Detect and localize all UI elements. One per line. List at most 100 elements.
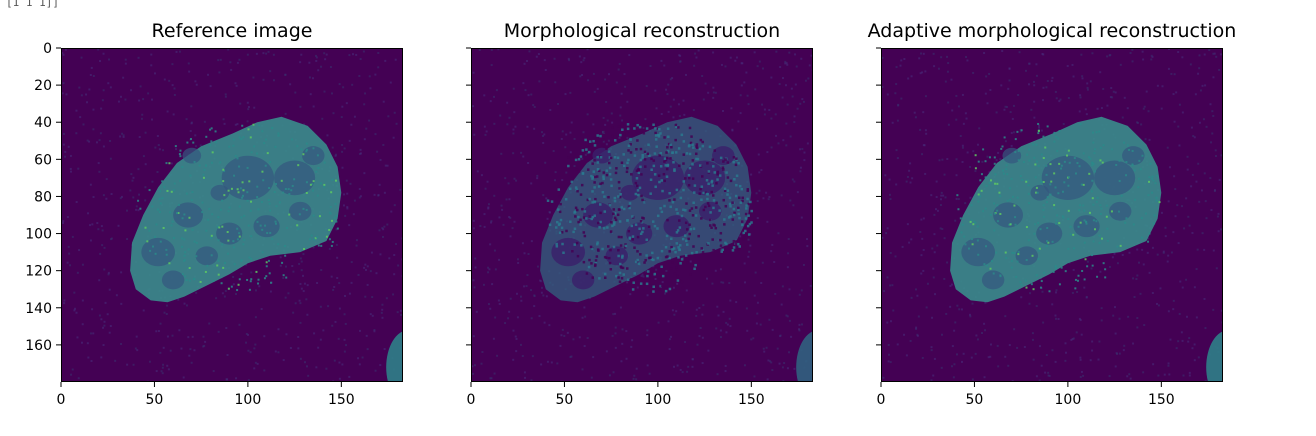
noise-pixel — [687, 365, 690, 368]
noise-pixel — [1211, 132, 1214, 135]
nucleus-speckle — [1014, 216, 1017, 219]
x-tick-label: 0 — [467, 392, 476, 408]
nucleus-speckle — [585, 148, 588, 151]
nucleus-speckle — [139, 207, 142, 210]
nucleus-speckle — [639, 220, 643, 223]
nucleus-speckle — [184, 229, 187, 232]
noise-pixel — [284, 296, 287, 299]
noise-pixel — [92, 128, 95, 131]
nucleus-speckle — [1073, 157, 1076, 160]
noise-pixel — [380, 311, 383, 314]
nucleus-speckle — [645, 282, 649, 286]
nucleus-speckle — [580, 183, 584, 187]
nucleus-speckle — [581, 149, 585, 152]
nucleus-speckle — [1045, 201, 1048, 204]
nucleus-speckle — [205, 229, 208, 232]
nucleus-dark-region — [274, 160, 316, 196]
noise-pixel — [1186, 168, 1189, 171]
noise-pixel — [1041, 52, 1044, 55]
noise-pixel — [528, 50, 531, 53]
nucleus-speckle — [1030, 283, 1033, 286]
nucleus-speckle — [1033, 156, 1036, 159]
nucleus-speckle — [1008, 187, 1011, 190]
nucleus-speckle — [248, 180, 251, 183]
noise-pixel — [940, 366, 943, 369]
noise-pixel — [719, 248, 722, 251]
nucleus-speckle — [627, 144, 631, 147]
noise-pixel — [665, 269, 668, 272]
noise-pixel — [120, 195, 123, 198]
nucleus-speckle — [1039, 228, 1042, 231]
noise-pixel — [786, 266, 789, 269]
nucleus-speckle — [1099, 146, 1102, 149]
nucleus-speckle — [582, 231, 586, 234]
nucleus-speckle — [325, 235, 328, 238]
nucleus-speckle — [275, 183, 278, 186]
noise-pixel — [142, 155, 145, 158]
noise-pixel — [1129, 52, 1132, 55]
noise-pixel — [612, 313, 615, 316]
noise-pixel — [671, 77, 674, 80]
noise-pixel — [940, 56, 943, 59]
nucleus-speckle — [721, 248, 724, 252]
noise-pixel — [253, 367, 256, 370]
noise-pixel — [312, 246, 315, 249]
nucleus-speckle — [747, 233, 751, 236]
x-tick-label: 50 — [966, 392, 984, 408]
nucleus-speckle — [210, 234, 213, 237]
noise-pixel — [559, 344, 562, 347]
noise-pixel — [109, 325, 112, 328]
nucleus-speckle — [746, 197, 749, 201]
nucleus-speckle — [1040, 153, 1043, 156]
nucleus-speckle — [746, 224, 750, 228]
noise-pixel — [530, 240, 533, 243]
noise-pixel — [889, 251, 892, 254]
noise-pixel — [1071, 63, 1074, 66]
noise-pixel — [358, 363, 361, 366]
noise-pixel — [507, 182, 510, 185]
nucleus-speckle — [262, 179, 265, 182]
noise-pixel — [1029, 292, 1032, 295]
noise-pixel — [279, 256, 282, 259]
noise-pixel — [910, 238, 913, 241]
noise-pixel — [626, 100, 629, 103]
noise-pixel — [226, 378, 229, 381]
noise-pixel — [322, 329, 325, 332]
noise-pixel — [328, 247, 331, 250]
noise-pixel — [67, 145, 70, 148]
nucleus-speckle — [586, 168, 590, 171]
nucleus-speckle — [626, 267, 629, 270]
nucleus-speckle — [617, 248, 620, 252]
noise-pixel — [628, 54, 631, 57]
nucleus-speckle — [1057, 137, 1060, 140]
noise-pixel — [1047, 374, 1050, 377]
nucleus-speckle — [202, 176, 205, 179]
noise-pixel — [1126, 107, 1129, 110]
noise-pixel — [1215, 55, 1218, 58]
noise-pixel — [150, 64, 153, 67]
noise-pixel — [1180, 331, 1183, 334]
noise-pixel — [107, 271, 110, 274]
noise-pixel — [916, 294, 919, 297]
noise-pixel — [1142, 371, 1145, 374]
nucleus-speckle — [659, 207, 662, 210]
noise-pixel — [335, 228, 338, 231]
noise-pixel — [766, 151, 769, 154]
noise-pixel — [737, 120, 740, 123]
noise-pixel — [969, 315, 972, 318]
nucleus-speckle — [1053, 131, 1056, 134]
noise-pixel — [1211, 110, 1214, 113]
noise-pixel — [1189, 63, 1192, 66]
noise-pixel — [915, 288, 918, 291]
noise-pixel — [1167, 310, 1170, 313]
noise-pixel — [1186, 315, 1189, 318]
noise-pixel — [1040, 364, 1043, 367]
noise-pixel — [1037, 124, 1040, 127]
nucleus-speckle — [1115, 163, 1118, 166]
nucleus-speckle — [636, 139, 639, 142]
noise-pixel — [926, 282, 929, 285]
nucleus-speckle — [181, 166, 184, 169]
noise-pixel — [593, 90, 596, 93]
noise-pixel — [89, 74, 92, 77]
nucleus-speckle — [658, 288, 661, 291]
